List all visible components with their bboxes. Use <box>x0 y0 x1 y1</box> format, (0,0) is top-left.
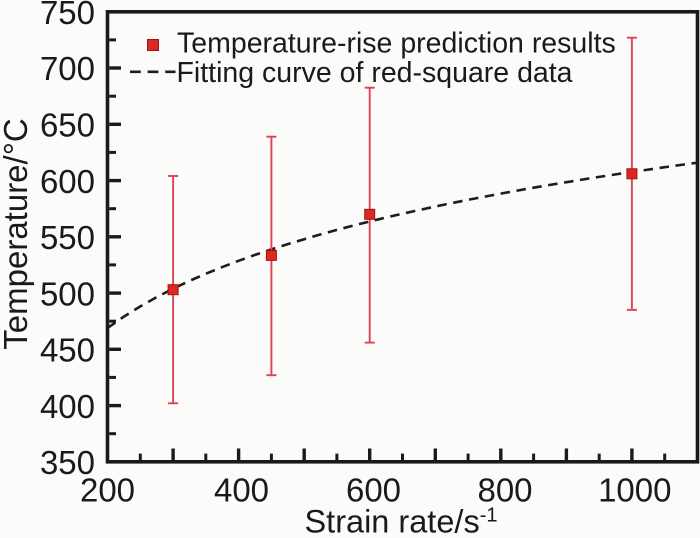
svg-text:Fitting curve of red-square da: Fitting curve of red-square data <box>177 57 573 89</box>
svg-text:400: 400 <box>214 471 269 508</box>
svg-text:Strain rate/s-1: Strain rate/s-1 <box>304 504 497 538</box>
svg-text:1000: 1000 <box>598 471 671 508</box>
svg-text:550: 550 <box>40 219 95 256</box>
svg-text:800: 800 <box>477 471 532 508</box>
svg-text:350: 350 <box>40 444 95 481</box>
svg-text:600: 600 <box>346 471 401 508</box>
svg-text:700: 700 <box>40 50 95 87</box>
svg-text:750: 750 <box>40 0 95 31</box>
svg-text:500: 500 <box>40 275 95 312</box>
svg-text:600: 600 <box>40 163 95 200</box>
svg-text:Temperature-rise prediction re: Temperature-rise prediction results <box>177 27 616 59</box>
svg-text:200: 200 <box>80 471 135 508</box>
svg-text:450: 450 <box>40 332 95 369</box>
svg-text:Temperature/°C: Temperature/°C <box>0 118 34 349</box>
svg-text:650: 650 <box>40 107 95 144</box>
svg-text:400: 400 <box>40 388 95 425</box>
